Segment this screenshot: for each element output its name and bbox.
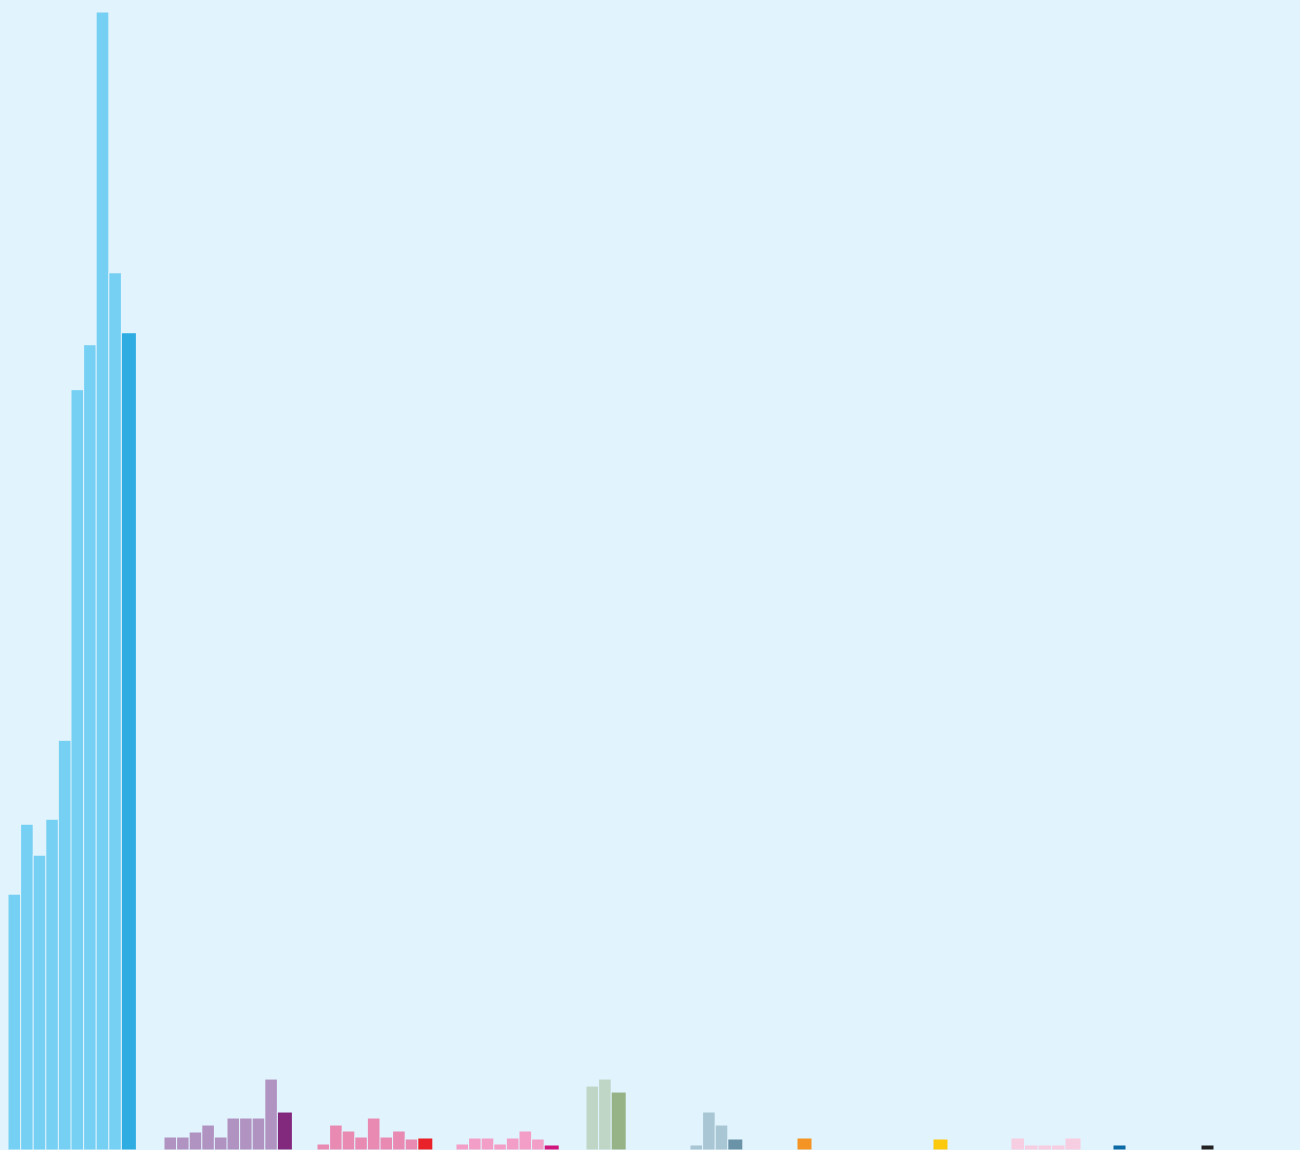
bar-group-4-item-2 bbox=[468, 1137, 482, 1150]
bar-group-3-item-7 bbox=[392, 1130, 406, 1150]
bar-layer bbox=[7, 11, 1215, 1150]
bar-group-7-highlight bbox=[796, 1137, 813, 1150]
bar-group-9-highlight bbox=[1064, 1137, 1082, 1150]
bar-group-5-item-2 bbox=[598, 1078, 612, 1150]
bar-group-4-item-7 bbox=[531, 1138, 545, 1150]
bar-group-2-item-4 bbox=[201, 1124, 215, 1150]
bar-group-3-item-8 bbox=[404, 1138, 419, 1150]
bar-group-3-item-6 bbox=[379, 1136, 394, 1150]
bar-group-2-item-3 bbox=[188, 1131, 203, 1150]
bar-group-1-highlight bbox=[120, 332, 137, 1150]
bar-group-2-highlight bbox=[276, 1111, 293, 1150]
bar-group-5-highlight bbox=[610, 1091, 627, 1150]
bar-group-2-item-6 bbox=[226, 1117, 241, 1150]
bar-group-6-item-2 bbox=[702, 1111, 716, 1150]
bar-group-11-highlight bbox=[1200, 1144, 1215, 1150]
bar-group-3-item-3 bbox=[341, 1130, 356, 1150]
bar-group-3-item-1 bbox=[316, 1143, 331, 1150]
bar-group-1-item-9 bbox=[108, 272, 122, 1150]
bar-group-9-item-4 bbox=[1051, 1144, 1066, 1150]
bar-group-9-item-2 bbox=[1024, 1144, 1039, 1150]
bar-group-4-item-1 bbox=[455, 1143, 470, 1150]
bar-group-4-item-6 bbox=[518, 1130, 533, 1150]
bar-group-6-highlight bbox=[727, 1138, 744, 1150]
bar-group-4-item-4 bbox=[493, 1143, 507, 1150]
bar-group-3-item-4 bbox=[354, 1136, 368, 1150]
bar-group-2-item-9 bbox=[264, 1078, 278, 1150]
bar-group-3-highlight bbox=[417, 1137, 434, 1150]
bar-group-1-item-6 bbox=[70, 389, 85, 1150]
bar-group-4-highlight bbox=[543, 1144, 560, 1150]
bar-group-1-item-1 bbox=[7, 893, 22, 1150]
bar-group-2-item-5 bbox=[213, 1136, 228, 1150]
bar-group-1-item-8 bbox=[95, 11, 110, 1150]
bar-group-1-item-2 bbox=[20, 823, 34, 1150]
bar-group-5-item-1 bbox=[585, 1085, 600, 1150]
bar-group-3-item-5 bbox=[366, 1117, 381, 1150]
bar-group-4-item-3 bbox=[480, 1137, 495, 1150]
bar-group-10-highlight bbox=[1112, 1144, 1127, 1150]
bar-group-1-item-3 bbox=[32, 854, 47, 1150]
bar-group-8-highlight bbox=[932, 1138, 949, 1150]
bar-group-2-item-2 bbox=[176, 1136, 190, 1150]
bar-group-1-item-4 bbox=[45, 818, 59, 1150]
bar-group-1-item-7 bbox=[83, 344, 97, 1150]
bar-group-4-item-5 bbox=[505, 1137, 520, 1150]
bar-group-1-item-5 bbox=[57, 739, 72, 1150]
bar-group-2-item-7 bbox=[239, 1117, 253, 1150]
bar-group-2-item-8 bbox=[251, 1117, 266, 1150]
bar-group-9-item-3 bbox=[1037, 1144, 1052, 1150]
bar-group-6-item-1 bbox=[689, 1144, 704, 1150]
bar-group-6-item-3 bbox=[714, 1124, 729, 1150]
bar-group-3-item-2 bbox=[329, 1124, 343, 1150]
bar-group-2-item-1 bbox=[163, 1136, 178, 1150]
bar-group-9-item-1 bbox=[1010, 1137, 1025, 1150]
